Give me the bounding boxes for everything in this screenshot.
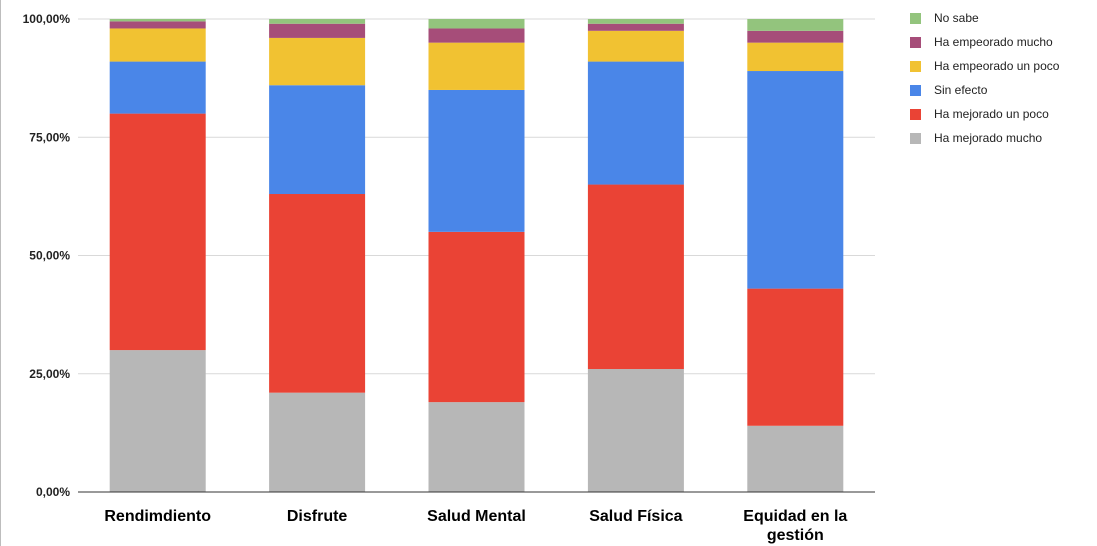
bar-segment	[587, 61, 684, 185]
bar-segment	[109, 61, 206, 114]
bar-segment	[428, 231, 525, 403]
y-tick-label: 25,00%	[29, 367, 70, 381]
bar-segment	[747, 42, 844, 72]
y-tick-label: 100,00%	[23, 12, 71, 26]
bar-segment	[109, 113, 206, 351]
y-tick-label: 50,00%	[29, 249, 70, 263]
bar-segment	[428, 402, 525, 492]
bar-segment	[587, 23, 684, 31]
bar-segment	[109, 350, 206, 492]
x-tick-label: gestión	[767, 527, 824, 544]
bar-segment	[587, 30, 684, 62]
y-tick-label: 0,00%	[36, 485, 70, 499]
x-tick-label: Rendimdiento	[104, 508, 211, 525]
legend-label: Sin efecto	[934, 83, 988, 97]
bar-segment	[747, 30, 844, 43]
bar-segment	[269, 19, 366, 24]
bar-segment	[747, 71, 844, 289]
bar-segment	[428, 19, 525, 29]
bar-segment	[747, 425, 844, 492]
bar-segment	[269, 85, 366, 195]
legend-swatch	[910, 85, 921, 96]
legend-swatch	[910, 37, 921, 48]
legend-label: Ha mejorado mucho	[934, 131, 1042, 145]
x-tick-label: Salud Mental	[427, 508, 526, 525]
bar-segment	[428, 89, 525, 232]
legend-swatch	[910, 133, 921, 144]
bar-segment	[428, 28, 525, 43]
y-tick-label: 75,00%	[29, 130, 70, 144]
legend-swatch	[910, 13, 921, 24]
bar-segment	[747, 19, 844, 31]
bar-segment	[428, 42, 525, 90]
bar-segment	[269, 392, 366, 492]
x-tick-label: Salud Física	[589, 508, 682, 525]
bar-segment	[269, 194, 366, 393]
bar-segment	[587, 19, 684, 24]
bar-segment	[109, 21, 206, 29]
bar-segment	[747, 288, 844, 426]
bar-segment	[587, 369, 684, 492]
legend-label: Ha mejorado un poco	[934, 107, 1049, 121]
legend-label: No sabe	[934, 11, 979, 25]
legend-label: Ha empeorado un poco	[934, 59, 1060, 73]
legend-swatch	[910, 109, 921, 120]
legend-label: Ha empeorado mucho	[934, 35, 1053, 49]
bar-segment	[587, 184, 684, 370]
bar-segment	[109, 19, 206, 22]
left-frame-line	[0, 0, 1, 546]
bar-segment	[269, 23, 366, 38]
x-tick-label: Equidad en la	[743, 508, 847, 525]
legend-swatch	[910, 61, 921, 72]
bar-segment	[109, 28, 206, 62]
bar-segment	[269, 37, 366, 86]
x-tick-label: Disfrute	[287, 508, 348, 525]
